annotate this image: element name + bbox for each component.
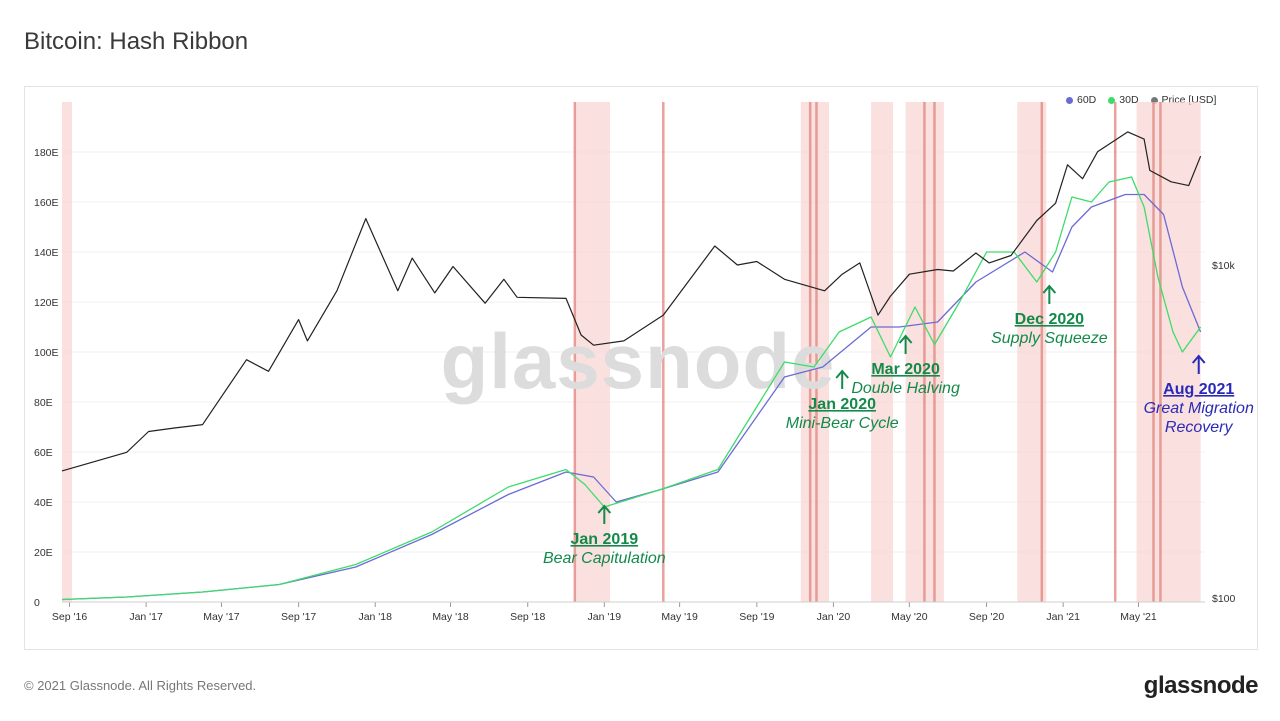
y-right-tick-label: $100 [1212,593,1236,605]
series-line-60d [61,193,1202,601]
x-tick-label: Jan '20 [817,611,851,623]
annotation-arrow-icon [835,369,849,379]
x-tick-label: May '21 [1120,611,1157,623]
x-tick-label: Sep '18 [510,611,545,623]
capitulation-band [62,102,73,602]
y-tick-label: 0 [34,597,40,609]
y-tick-label: 60E [34,447,53,459]
series-line-30d [61,176,1202,601]
x-tick-label: May '20 [891,611,928,623]
x-tick-label: Sep '20 [969,611,1004,623]
annotation-date: Jan 2019 [571,531,639,548]
annotation-label: Bear Capitulation [543,550,666,567]
x-tick-label: Sep '17 [281,611,316,623]
legend-dot-price [1150,96,1158,104]
annotation-arrow-icon [597,504,612,514]
annotation-arrow-icon [898,334,913,344]
x-tick-label: Jan '18 [358,611,392,623]
capitulation-band [1136,102,1201,602]
annotation-label: Double Halving [851,380,960,397]
y-tick-label: 80E [34,397,53,409]
capitulation-band [871,102,894,602]
price-series-line [61,131,1202,472]
y-tick-label: 160E [34,197,59,209]
y-tick-label: 140E [34,247,59,259]
glassnode-logo[interactable]: glassnode [1143,672,1259,699]
chart-frame [24,86,1258,650]
x-tick-label: May '19 [661,611,698,623]
y-tick-label: 100E [34,347,59,359]
x-tick-label: May '18 [432,611,469,623]
annotation-arrow-icon [1191,354,1206,364]
annotation: Dec 2020 Supply Squeeze [991,284,1108,347]
x-tick-label: Sep '19 [739,611,774,623]
x-tick-label: Jan '17 [129,611,163,623]
legend-label-60d: 60D [1077,94,1097,106]
legend-item-30d[interactable]: 30D [1108,94,1139,106]
annotation: Aug 2021 Great Migration Recovery [1144,354,1254,436]
annotation-arrow-icon [1042,284,1057,294]
annotation-label: Supply Squeeze [991,330,1108,347]
legend-label-30d: 30D [1119,94,1139,106]
annotation: Mar 2020 Double Halving [851,334,960,397]
annotation-date: Dec 2020 [1015,311,1084,328]
page-title: Bitcoin: Hash Ribbon [24,28,249,55]
copyright-notice: © 2021 Glassnode. All Rights Reserved. [24,678,257,693]
watermark: glassnode [441,317,836,405]
annotation: Jan 2019 Bear Capitulation [543,504,666,567]
annotation-label: Mini-Bear Cycle [786,415,899,432]
annotation: Jan 2020 Mini-Bear Cycle [786,369,899,432]
annotation-label: Great Migration [1144,400,1254,417]
y-tick-label: 20E [34,547,53,559]
x-tick-label: Sep '16 [52,611,87,623]
annotation-date: Mar 2020 [871,361,940,378]
x-tick-label: Jan '19 [588,611,622,623]
annotation-date: Jan 2020 [808,396,876,413]
legend-dot-30d [1108,96,1116,104]
annotation-label: Recovery [1165,419,1234,436]
legend-item-60d[interactable]: 60D [1066,94,1096,106]
y-right-tick-label: $10k [1212,260,1236,272]
x-tick-label: Jan '21 [1046,611,1080,623]
x-tick-label: May '17 [203,611,240,623]
y-tick-label: 120E [34,297,59,309]
y-tick-label: 180E [34,147,59,159]
y-tick-label: 40E [34,497,53,509]
annotation-date: Aug 2021 [1163,381,1234,398]
legend-dot-60d [1066,96,1073,104]
